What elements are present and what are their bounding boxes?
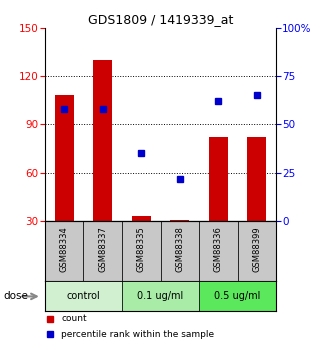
Text: GSM88337: GSM88337 <box>98 226 107 272</box>
Bar <box>122 221 160 281</box>
Bar <box>93 60 112 221</box>
Text: GSM88336: GSM88336 <box>214 226 223 272</box>
Bar <box>209 137 228 221</box>
Text: control: control <box>66 292 100 302</box>
Text: count: count <box>61 315 87 324</box>
Bar <box>199 221 238 281</box>
Text: percentile rank within the sample: percentile rank within the sample <box>61 329 214 338</box>
Bar <box>132 216 151 221</box>
Text: GSM88399: GSM88399 <box>252 226 261 272</box>
Bar <box>122 281 199 312</box>
Text: 0.1 ug/ml: 0.1 ug/ml <box>137 292 184 302</box>
Text: GSM88334: GSM88334 <box>60 226 69 272</box>
Bar <box>45 281 122 312</box>
Bar <box>199 281 276 312</box>
Bar <box>83 221 122 281</box>
Bar <box>160 221 199 281</box>
Bar <box>247 137 266 221</box>
Bar <box>55 95 74 221</box>
Text: GSM88335: GSM88335 <box>137 226 146 272</box>
Bar <box>238 221 276 281</box>
Text: GSM88338: GSM88338 <box>175 226 184 272</box>
Bar <box>45 221 83 281</box>
Text: 0.5 ug/ml: 0.5 ug/ml <box>214 292 261 302</box>
Bar <box>170 219 189 221</box>
Text: dose: dose <box>3 292 28 302</box>
Title: GDS1809 / 1419339_at: GDS1809 / 1419339_at <box>88 13 233 27</box>
